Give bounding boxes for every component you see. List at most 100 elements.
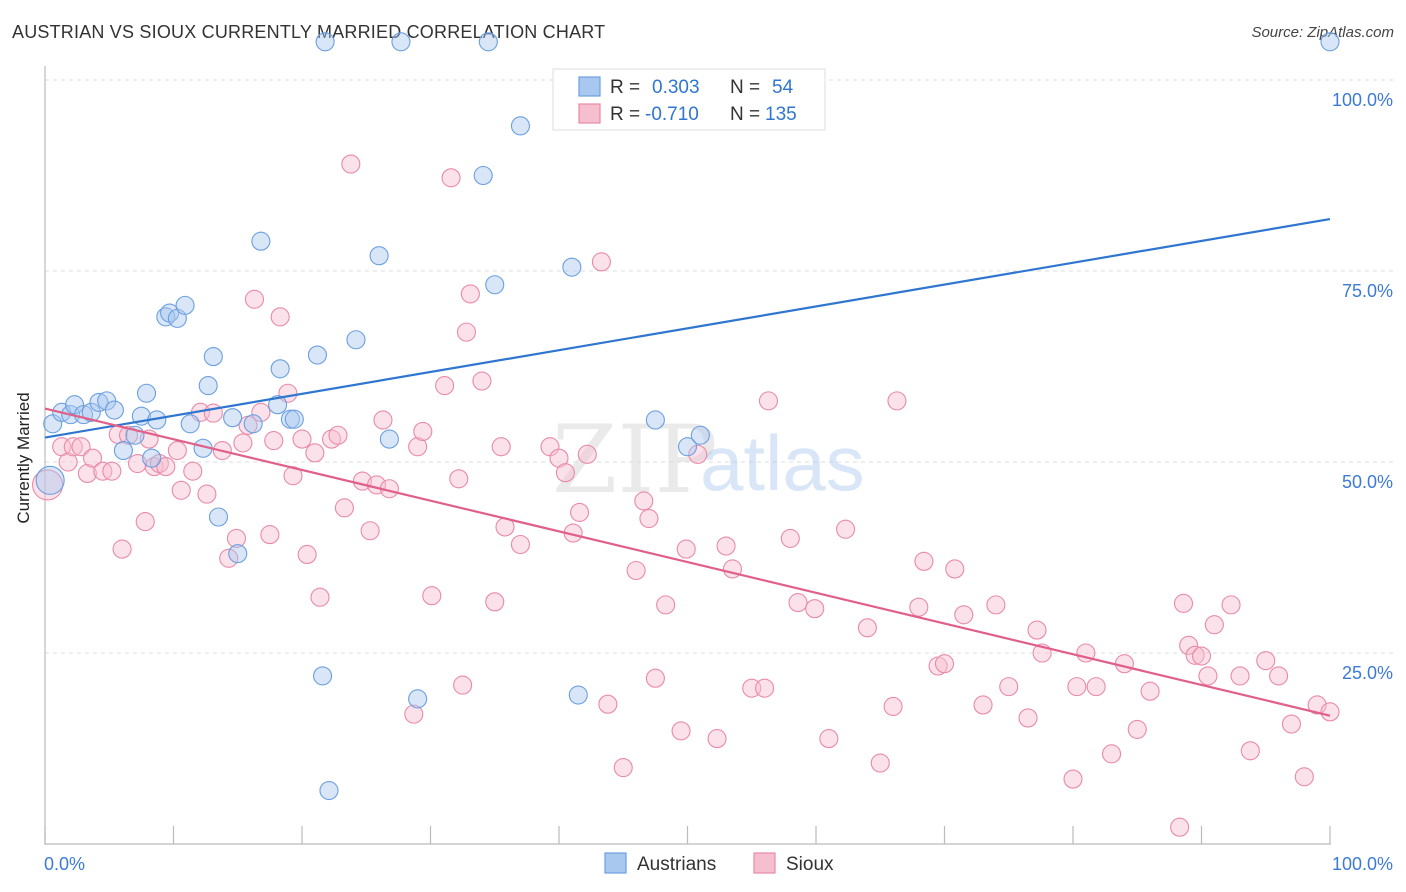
- sioux-point: [999, 677, 1019, 697]
- sioux-point: [671, 721, 691, 741]
- sioux-point: [270, 307, 290, 327]
- sioux-point: [449, 469, 469, 489]
- n-value-austrians: 54: [772, 77, 794, 98]
- sioux-point: [656, 595, 676, 615]
- sioux-point: [453, 675, 473, 695]
- sioux-point: [1230, 666, 1250, 686]
- sioux-point: [510, 534, 531, 555]
- sioux-point: [639, 508, 659, 529]
- sioux-point: [1170, 817, 1190, 837]
- watermark-zip: ZIP: [552, 406, 718, 515]
- austrians-point: [346, 330, 366, 350]
- sioux-point: [1027, 620, 1047, 640]
- austrians-point: [510, 116, 531, 136]
- sioux-point: [1269, 666, 1289, 686]
- sioux-point: [32, 469, 64, 501]
- sioux-point: [1256, 651, 1276, 671]
- sioux-point: [264, 431, 284, 451]
- series-legend: Austrians Sioux: [604, 852, 834, 875]
- chart-title: AUSTRIAN VS SIOUX CURRENTLY MARRIED CORR…: [12, 22, 606, 42]
- sioux-point: [341, 154, 361, 174]
- sioux-point: [485, 592, 505, 612]
- sioux-point: [973, 695, 993, 715]
- sioux-point: [577, 444, 597, 464]
- sioux-point: [334, 498, 354, 518]
- austrians-point: [690, 425, 710, 445]
- axes: [44, 66, 1331, 845]
- austrians-point: [142, 448, 162, 468]
- sioux-point: [1114, 654, 1134, 674]
- sioux-point: [870, 753, 890, 773]
- sioux-point: [251, 402, 271, 422]
- sioux-point: [634, 491, 654, 511]
- sioux-point: [82, 448, 103, 468]
- austrians-point: [408, 689, 428, 709]
- sioux-point: [305, 443, 325, 463]
- austrians-point: [478, 32, 498, 52]
- y-tick-label: 100.0%: [1332, 90, 1393, 110]
- sioux-point: [805, 599, 825, 619]
- sioux-point: [707, 729, 727, 749]
- austrians-point: [485, 275, 505, 295]
- sioux-point: [408, 437, 428, 457]
- sioux-point: [570, 502, 590, 522]
- sioux-point: [836, 519, 856, 539]
- sioux-point: [1191, 646, 1212, 666]
- austrians-point: [284, 409, 304, 429]
- sioux-point: [555, 463, 575, 483]
- sioux-point: [310, 587, 330, 607]
- austrians-point: [307, 345, 327, 365]
- sioux-point: [219, 548, 239, 568]
- sioux-point: [755, 678, 775, 698]
- r-label-austrians: R =: [610, 77, 640, 98]
- r-value-austrians: 0.303: [652, 77, 700, 98]
- sioux-point: [645, 668, 665, 688]
- austrians-point: [243, 414, 263, 434]
- legend-sioux-label: Sioux: [786, 854, 834, 875]
- sioux-point: [413, 421, 433, 441]
- sioux-point: [404, 704, 424, 724]
- sioux-point: [887, 391, 907, 411]
- sioux-point: [1173, 593, 1194, 613]
- austrians-point: [198, 376, 218, 396]
- austrians-trendline: [44, 217, 1331, 439]
- austrians-point: [391, 32, 411, 52]
- sioux-point: [71, 437, 91, 457]
- sioux-point: [819, 729, 839, 749]
- sioux-point: [435, 376, 455, 396]
- y-tick-label: 25.0%: [1342, 663, 1393, 683]
- sioux-point: [63, 437, 83, 457]
- sioux-point: [857, 618, 877, 638]
- source-label: Source: ZipAtlas.com: [1251, 24, 1394, 41]
- r-label-sioux: R =: [610, 104, 640, 125]
- austrians-point: [568, 685, 588, 705]
- sioux-point: [260, 525, 280, 545]
- sioux-point: [1067, 677, 1087, 697]
- legend-sioux-swatch: [753, 852, 776, 874]
- sioux-point: [156, 457, 176, 477]
- austrians-point: [645, 410, 665, 430]
- sioux-point: [460, 284, 480, 304]
- sioux-point: [102, 461, 122, 481]
- austrians-point: [223, 408, 243, 428]
- sioux-point: [780, 528, 800, 548]
- sioux-point: [688, 444, 708, 464]
- zipatlas-watermark: ZIP atlas: [552, 406, 865, 515]
- austrians-point: [228, 544, 248, 564]
- sioux-point: [328, 425, 348, 445]
- sioux-point: [1063, 769, 1083, 789]
- x-tick-label-max: 100.0%: [1332, 854, 1393, 874]
- sioux-point: [1140, 681, 1160, 701]
- sioux-point: [127, 453, 148, 474]
- legend-austrians-swatch: [604, 852, 627, 874]
- austrians-point: [379, 429, 399, 449]
- sioux-point: [491, 437, 511, 457]
- sioux-point: [1185, 645, 1205, 665]
- sioux-point: [441, 168, 461, 188]
- austrians-point: [35, 465, 65, 495]
- austrians-point: [113, 440, 133, 461]
- sioux-point: [58, 452, 78, 472]
- sioux-point: [77, 463, 97, 484]
- austrians-point: [136, 383, 157, 403]
- sioux-point: [758, 391, 779, 411]
